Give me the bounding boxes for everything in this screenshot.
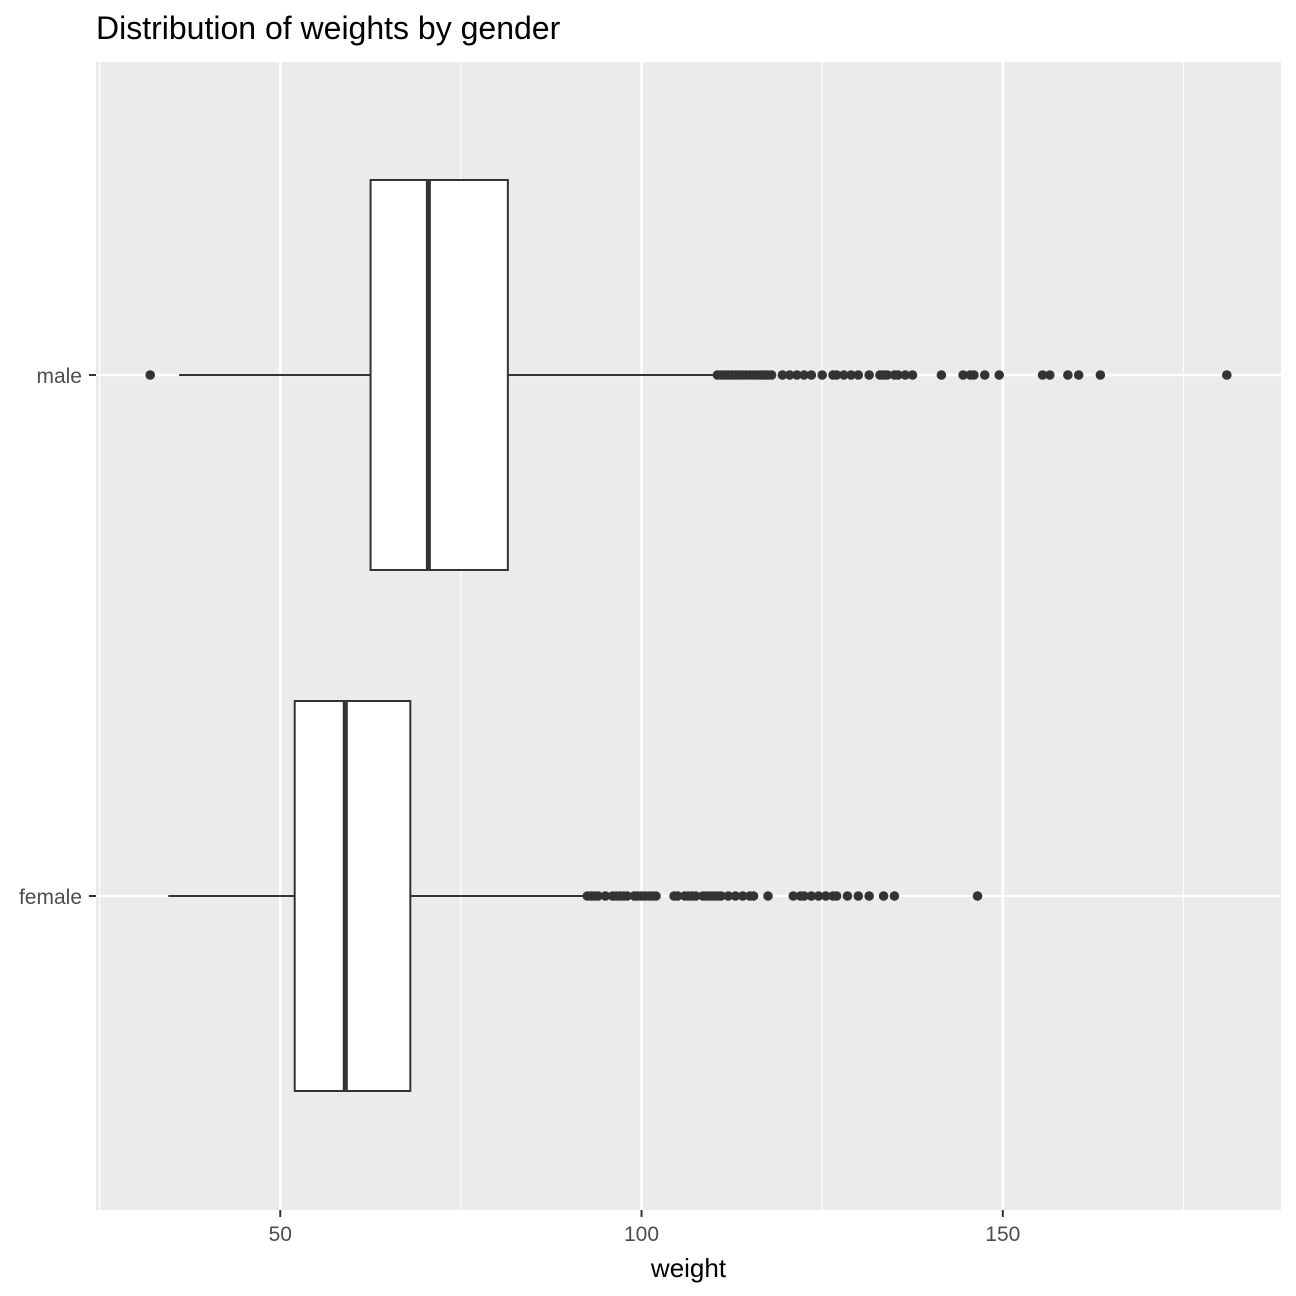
outlier-point [839, 370, 849, 380]
x-tick-label: 100 [624, 1223, 659, 1246]
outlier-point [737, 891, 748, 901]
outlier-point [969, 370, 979, 380]
outlier-point [690, 891, 701, 901]
outlier-point [651, 891, 661, 901]
x-tick-label: 150 [985, 1223, 1020, 1246]
outlier-point [889, 891, 900, 901]
x-axis: 50 100 150 [269, 1210, 1020, 1246]
iqr-box-female [293, 700, 412, 1092]
outlier-point [784, 370, 795, 380]
outlier-point [799, 891, 809, 901]
outlier-point [864, 370, 874, 380]
outlier-point [1095, 370, 1106, 380]
outlier-point [1044, 370, 1055, 380]
outlier-point [820, 891, 831, 901]
outlier-point [958, 370, 968, 380]
outlier-point [806, 891, 817, 901]
outlier-point [766, 370, 777, 380]
y-tick-label: female [19, 886, 82, 909]
outlier-point [831, 891, 842, 901]
outlier-point [716, 891, 726, 901]
outlier-point [799, 370, 809, 380]
outlier-point [900, 370, 911, 380]
outlier-point [593, 891, 603, 901]
outlier-point [748, 891, 759, 901]
plot-panel [96, 62, 1281, 1210]
box-female [168, 700, 983, 1092]
x-tick-label: 50 [269, 1223, 292, 1246]
box-male [145, 179, 1232, 571]
outlier-point [723, 891, 734, 901]
outlier-point [777, 370, 788, 380]
y-tick-label: male [36, 365, 82, 388]
outlier-point [842, 891, 853, 901]
outlier-point [817, 370, 827, 380]
outlier-point [1063, 370, 1073, 380]
outlier-point [853, 891, 864, 901]
outlier-point [1073, 370, 1084, 380]
outlier-point [1222, 370, 1232, 380]
y-axis: male female [19, 365, 96, 909]
outlier-point [893, 370, 903, 380]
outlier-point [145, 370, 155, 380]
x-axis-title: weight [650, 1253, 727, 1283]
outlier-point [806, 370, 817, 380]
outlier-point [1037, 370, 1048, 380]
outlier-point [813, 891, 824, 901]
outlier-point [600, 891, 611, 901]
outlier-point [979, 370, 990, 380]
outlier-point [972, 891, 983, 901]
outlier-point [853, 370, 864, 380]
outlier-point [730, 891, 741, 901]
outlier-point [994, 370, 1005, 380]
outlier-point [672, 891, 683, 901]
outlier-point [831, 370, 842, 380]
outlier-point [882, 370, 893, 380]
outlier-point [878, 891, 889, 901]
outlier-point [763, 891, 773, 901]
outlier-point [788, 891, 799, 901]
outlier-point [622, 891, 632, 901]
outlier-point [936, 370, 947, 380]
outlier-point [864, 891, 874, 901]
outlier-point [907, 370, 918, 380]
outlier-point [846, 370, 856, 380]
outlier-point [792, 370, 802, 380]
chart-title: Distribution of weights by gender [96, 10, 561, 46]
iqr-box-male [369, 179, 509, 571]
box-series-group [145, 179, 1232, 1092]
